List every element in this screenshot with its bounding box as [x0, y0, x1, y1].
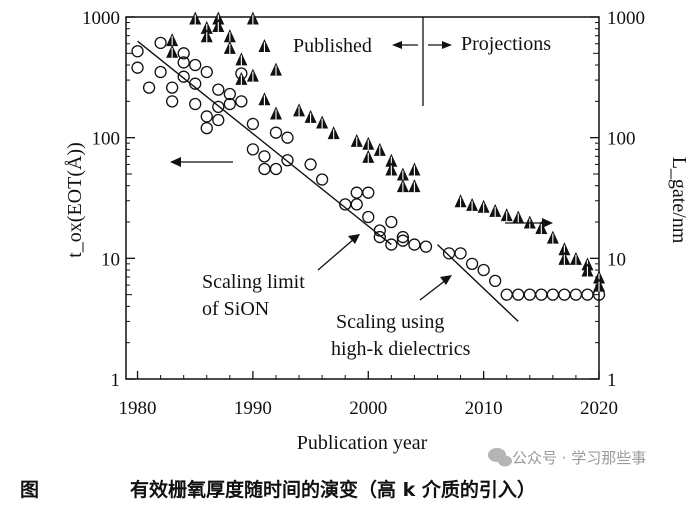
ticks: 1980 1990 2000 2010 2020 1 1 10 10 100 100 1000 1000 — [82, 8, 645, 419]
x-tick-label: 2000 — [349, 398, 387, 419]
circle-point — [142, 81, 156, 94]
circle-point — [512, 288, 525, 301]
projections-arrowhead — [442, 41, 452, 49]
circle-point — [258, 162, 271, 176]
figure-label: 图 — [20, 479, 39, 501]
left-axis-arrowhead — [170, 157, 181, 167]
circle-point — [131, 45, 144, 58]
highk-arrow — [419, 279, 447, 301]
circle-point — [246, 143, 260, 156]
circle-point — [373, 230, 386, 244]
sion-label-line2: of SiON — [202, 298, 269, 320]
y-tick-label-right: 100 — [607, 129, 636, 150]
circle-point — [385, 238, 398, 251]
circle-point — [535, 288, 548, 301]
circle-point — [189, 77, 202, 90]
circle-point — [362, 186, 375, 199]
circle-point — [212, 100, 225, 114]
circle-point — [489, 274, 502, 288]
circle-point — [189, 97, 202, 111]
y-tick-label-right: 10 — [607, 249, 626, 270]
circle-point — [350, 198, 363, 211]
circle-point — [235, 95, 248, 108]
x-tick-label: 1990 — [234, 398, 272, 419]
right-axis-title: L_gate/nm — [668, 157, 690, 244]
circle-point — [246, 117, 260, 131]
circle-point — [408, 238, 421, 251]
plot-frame — [125, 16, 600, 380]
circle-point — [177, 70, 190, 83]
sion-label-line1: Scaling limit — [202, 271, 305, 293]
x-tick-label: 1980 — [119, 398, 157, 419]
circle-point — [154, 65, 167, 79]
circle-point — [200, 65, 213, 79]
published-label: Published — [293, 35, 372, 57]
trend-lines — [137, 40, 519, 322]
y-tick-label-right: 1 — [607, 370, 617, 391]
trend-line — [137, 40, 392, 246]
sion-arrow — [317, 238, 355, 271]
y-tick-label-right: 1000 — [607, 8, 645, 29]
circle-point — [350, 186, 363, 199]
circle-point — [223, 97, 236, 111]
figure-caption: 有效栅氧厚度随时间的演变（高 k 介质的引入） — [130, 478, 536, 501]
circle-point — [373, 224, 386, 237]
published-arrowhead — [392, 41, 402, 49]
circle-point — [385, 215, 398, 229]
highk-label-line1: Scaling using — [336, 311, 444, 333]
circle-point — [281, 131, 294, 144]
circle-point — [581, 288, 594, 301]
circle-point — [396, 234, 410, 247]
x-tick-label: 2020 — [580, 398, 618, 419]
sion-arrowhead — [348, 234, 360, 244]
circle-point — [269, 126, 283, 139]
circle-point — [269, 162, 283, 176]
circle-point — [212, 83, 225, 96]
circle-point — [200, 121, 213, 135]
x-tick-label: 2010 — [465, 398, 503, 419]
y-tick-label-left: 10 — [101, 249, 120, 270]
circle-point — [177, 56, 190, 69]
circle-point — [165, 81, 179, 94]
circle-point — [177, 47, 190, 60]
circle-point — [500, 288, 513, 301]
circle-point — [442, 247, 456, 260]
circle-point — [212, 113, 225, 127]
x-axis-title: Publication year — [297, 432, 428, 454]
circle-point — [362, 210, 375, 224]
circle-point — [396, 230, 410, 244]
watermark-text: 公众号 · 学习那些事 — [512, 449, 646, 467]
circle-point — [454, 247, 467, 260]
circle-point — [131, 61, 144, 74]
y-tick-label-left: 100 — [92, 129, 121, 150]
circle-point — [477, 263, 490, 277]
circle-point — [223, 87, 236, 101]
highk-arrowhead — [440, 275, 452, 285]
circle-point — [465, 257, 479, 271]
circle-point — [165, 95, 179, 108]
circle-point — [281, 154, 294, 167]
circle-point — [315, 173, 329, 186]
data-points — [131, 11, 606, 301]
wechat-icon — [488, 448, 512, 467]
circle-point — [304, 158, 317, 171]
circle-point — [523, 288, 536, 301]
circle-point — [569, 288, 583, 301]
circle-point — [189, 58, 202, 72]
trend-line — [437, 244, 519, 322]
circle-point — [154, 36, 167, 50]
circle-point — [546, 288, 560, 301]
right-axis-arrowhead — [542, 218, 553, 228]
circle-point — [558, 288, 571, 301]
y-tick-label-left: 1000 — [82, 8, 120, 29]
circle-point — [258, 150, 271, 163]
circle-point — [200, 110, 213, 123]
annotation-arrows — [170, 41, 553, 301]
projections-label: Projections — [461, 33, 551, 55]
highk-label-line2: high-k dielectrics — [331, 338, 471, 360]
circle-point — [419, 240, 433, 253]
y-tick-label-left: 1 — [111, 370, 121, 391]
left-axis-title: t_ox(EOT(Å)) — [64, 142, 86, 258]
